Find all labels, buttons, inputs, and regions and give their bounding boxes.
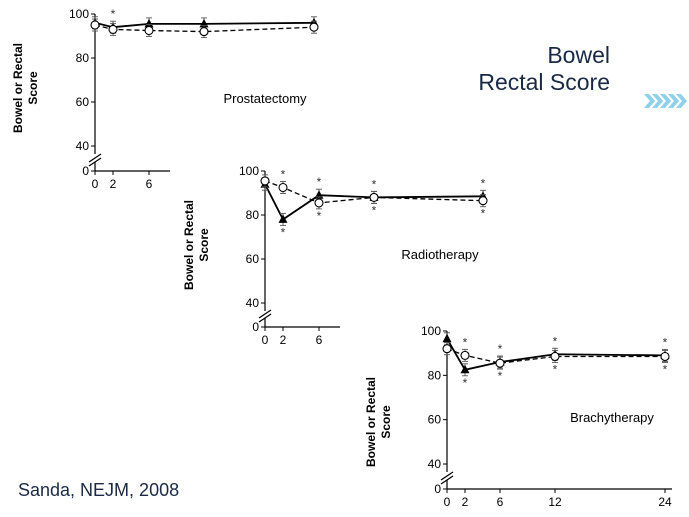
y-axis-label-line: Score bbox=[26, 71, 40, 105]
data-point-circle bbox=[144, 25, 154, 36]
y-axis-label: Bowel or RectalScore bbox=[11, 43, 40, 133]
data-point-circle bbox=[442, 344, 452, 354]
significance-mark: * bbox=[463, 335, 468, 349]
significance-mark: * bbox=[481, 207, 486, 221]
x-tick-label: 6 bbox=[497, 495, 504, 509]
y-tick-label: 40 bbox=[246, 296, 260, 310]
y-tick-label: 60 bbox=[76, 95, 90, 109]
data-point-triangle bbox=[144, 18, 154, 28]
data-point-circle bbox=[660, 351, 670, 362]
y-axis-label-line: Bowel or Rectal bbox=[11, 43, 25, 133]
data-point-circle bbox=[309, 22, 319, 32]
significance-mark: * bbox=[281, 168, 286, 182]
panel-label: Radiotherapy bbox=[401, 247, 479, 262]
significance-mark: * bbox=[463, 376, 468, 390]
axis-break-mark bbox=[88, 157, 102, 167]
significance-mark: * bbox=[372, 203, 377, 217]
x-tick-label: 6 bbox=[316, 333, 323, 347]
x-tick-label: 2 bbox=[462, 495, 469, 509]
significance-mark: * bbox=[663, 362, 668, 376]
y-tick-label: 0 bbox=[82, 164, 89, 178]
y-axis-label-line: Score bbox=[379, 405, 393, 439]
significance-mark: * bbox=[281, 225, 286, 239]
y-axis-label-line: Bowel or Rectal bbox=[364, 377, 378, 467]
significance-mark: * bbox=[111, 7, 116, 21]
data-point-circle bbox=[199, 27, 209, 37]
axis-break-mark bbox=[88, 153, 102, 163]
significance-mark: * bbox=[663, 335, 668, 349]
significance-mark: * bbox=[372, 177, 377, 191]
x-tick-label: 0 bbox=[262, 333, 269, 347]
panel-label: Prostatectomy bbox=[223, 91, 307, 106]
y-tick-label: 40 bbox=[76, 139, 90, 153]
x-tick-label: 0 bbox=[92, 177, 99, 191]
data-point-circle bbox=[369, 192, 379, 202]
y-tick-label: 100 bbox=[421, 324, 441, 338]
y-tick-label: 80 bbox=[428, 368, 442, 382]
significance-mark: * bbox=[498, 369, 503, 383]
y-tick-label: 40 bbox=[428, 457, 442, 471]
axis-break-mark bbox=[440, 471, 454, 481]
y-axis-label-line: Bowel or Rectal bbox=[182, 200, 196, 290]
data-point-circle bbox=[478, 196, 488, 206]
panel-label: Brachytherapy bbox=[570, 410, 654, 425]
data-point-circle bbox=[460, 350, 470, 360]
significance-mark: * bbox=[317, 175, 322, 189]
data-point-circle bbox=[550, 351, 560, 362]
data-point-triangle bbox=[460, 364, 470, 374]
slide-title: Bowel Rectal Score bbox=[440, 42, 610, 96]
data-point-triangle bbox=[278, 214, 288, 223]
y-tick-label: 100 bbox=[239, 164, 259, 178]
data-point-circle bbox=[278, 182, 288, 193]
x-tick-label: 0 bbox=[444, 495, 451, 509]
y-axis-label: Bowel or RectalScore bbox=[182, 200, 211, 290]
citation: Sanda, NEJM, 2008 bbox=[18, 480, 180, 500]
y-tick-label: 60 bbox=[428, 413, 442, 427]
slide-title-line2: Rectal Score bbox=[478, 69, 610, 95]
data-point-triangle bbox=[442, 333, 452, 343]
x-tick-label: 2 bbox=[110, 177, 117, 191]
y-tick-label: 0 bbox=[434, 482, 441, 496]
x-tick-label: 12 bbox=[548, 495, 562, 509]
significance-mark: * bbox=[317, 209, 322, 223]
data-point-circle bbox=[260, 176, 270, 186]
x-tick-label: 24 bbox=[658, 495, 672, 509]
significance-mark: * bbox=[553, 362, 558, 376]
y-tick-label: 100 bbox=[69, 7, 89, 21]
data-point-circle bbox=[90, 20, 100, 30]
axis-break-mark bbox=[440, 475, 454, 485]
chevron-arrows-icon bbox=[644, 94, 687, 108]
axis-break-mark bbox=[258, 309, 272, 319]
y-tick-label: 80 bbox=[246, 208, 260, 222]
x-tick-label: 2 bbox=[280, 333, 287, 347]
significance-mark: * bbox=[553, 334, 558, 348]
data-point-circle bbox=[314, 198, 324, 208]
significance-mark: * bbox=[481, 176, 486, 190]
data-point-circle bbox=[495, 358, 505, 368]
axis-break-mark bbox=[258, 313, 272, 323]
y-tick-label: 0 bbox=[252, 320, 259, 334]
series-line-dashed bbox=[446, 348, 665, 364]
y-axis-label-line: Score bbox=[197, 228, 211, 262]
x-tick-label: 6 bbox=[146, 177, 153, 191]
y-tick-label: 80 bbox=[76, 51, 90, 65]
slide-title-line1: Bowel bbox=[547, 42, 610, 68]
series-line-dashed bbox=[94, 24, 315, 33]
y-axis-label: Bowel or RectalScore bbox=[364, 377, 393, 467]
y-tick-label: 60 bbox=[246, 252, 260, 266]
significance-mark: * bbox=[498, 342, 503, 356]
data-point-circle bbox=[108, 24, 118, 34]
